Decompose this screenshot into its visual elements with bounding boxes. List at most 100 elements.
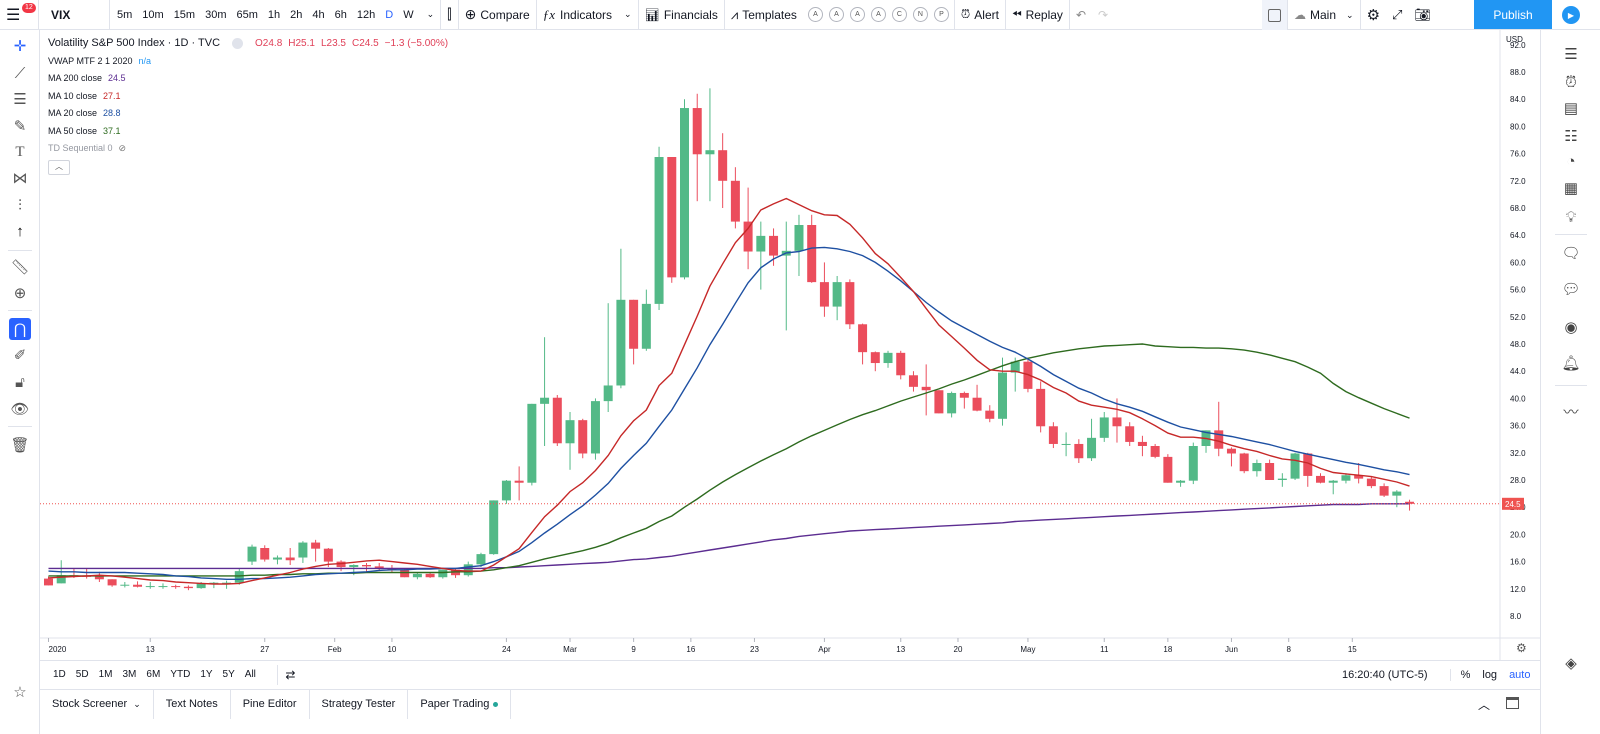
clock-icon[interactable]: ◔: [1566, 152, 1576, 170]
indicator-row[interactable]: MA 20 close 28.8: [48, 105, 448, 123]
interval-12h[interactable]: 12h: [356, 8, 376, 21]
trend-line-icon[interactable]: ⟋: [14, 64, 26, 82]
zoom-in-icon[interactable]: ⊕: [13, 285, 27, 302]
range-6m[interactable]: 6M: [146, 669, 161, 680]
indicators-button[interactable]: ƒx Indicators ⌄: [537, 0, 638, 30]
auto-toggle[interactable]: auto: [1509, 669, 1531, 681]
layout-selector[interactable]: ☁︎ Main ⌄: [1288, 0, 1360, 30]
interval-6h[interactable]: 6h: [334, 8, 347, 21]
redo-button[interactable]: ↷: [1092, 0, 1114, 30]
pencil-lock-icon[interactable]: ✐: [13, 347, 27, 364]
tab-pine-editor[interactable]: Pine Editor: [231, 689, 310, 719]
range-3m[interactable]: 3M: [122, 669, 137, 680]
arrow-up-icon[interactable]: ↑: [16, 222, 24, 240]
interval-30m[interactable]: 30m: [205, 8, 227, 21]
template-slot[interactable]: A: [849, 7, 865, 22]
brush-icon[interactable]: ✎: [13, 118, 27, 135]
collapse-panel-button[interactable]: ︿: [1478, 696, 1490, 713]
tab-paper-trading[interactable]: Paper Trading: [408, 689, 512, 719]
ruler-icon[interactable]: 📏︎: [10, 259, 30, 276]
undo-button[interactable]: ↶: [1070, 0, 1092, 30]
template-slot[interactable]: A: [828, 7, 844, 22]
interval-4h[interactable]: 4h: [312, 8, 325, 21]
fullscreen-layout-button[interactable]: [1262, 0, 1287, 30]
interval-10m[interactable]: 10m: [142, 8, 164, 21]
template-slot[interactable]: A: [870, 7, 886, 22]
template-slot[interactable]: N: [912, 7, 928, 22]
templates-button[interactable]: ⩘ Templates: [725, 0, 803, 30]
interval-1h[interactable]: 1h: [267, 8, 281, 21]
stream-icon[interactable]: ◉: [1564, 319, 1578, 336]
message-icon[interactable]: 💬︎: [1561, 281, 1581, 298]
indicator-row[interactable]: TD Sequential 0 ⊘: [48, 140, 448, 158]
interval-d[interactable]: D: [385, 8, 394, 21]
financials-button[interactable]: 📊︎ Financials: [639, 0, 724, 30]
indicator-row[interactable]: VWAP MTF 2 1 2020 n/a: [48, 53, 448, 71]
trend-icon[interactable]: 〰: [1563, 403, 1579, 421]
maximize-panel-button[interactable]: [1506, 697, 1519, 709]
interval-5m[interactable]: 5m: [117, 8, 133, 21]
interval-2h[interactable]: 2h: [290, 8, 303, 21]
chart-type-button[interactable]: ⫿: [441, 0, 457, 30]
clock-readout[interactable]: 16:20:40 (UTC-5): [1342, 669, 1428, 681]
fib-retracement-icon[interactable]: ☰: [13, 91, 27, 108]
pattern-icon[interactable]: ⋈: [12, 170, 28, 187]
range-1y[interactable]: 1Y: [200, 669, 213, 680]
indicator-row[interactable]: MA 10 close 27.1: [48, 88, 448, 106]
hotlist-icon[interactable]: ☷: [1564, 128, 1578, 145]
trash-icon[interactable]: 🗑︎: [10, 437, 30, 454]
log-toggle[interactable]: log: [1482, 669, 1498, 681]
publish-button[interactable]: Publish: [1474, 0, 1552, 29]
replay-button[interactable]: ⏪︎ Replay: [1006, 0, 1069, 30]
calendar-icon[interactable]: ▦: [1563, 180, 1579, 197]
percent-toggle[interactable]: %: [1449, 669, 1470, 681]
play-button[interactable]: ▶: [1556, 0, 1586, 30]
prediction-icon[interactable]: ⫶: [18, 196, 22, 214]
data-window-icon[interactable]: ▤: [1563, 100, 1579, 117]
interval-15m[interactable]: 15m: [173, 8, 196, 21]
go-to-date-button[interactable]: ⇄: [276, 664, 303, 685]
unlock-icon[interactable]: 🔓︎: [15, 373, 25, 391]
collapse-legend-button[interactable]: ︿: [48, 159, 70, 175]
crosshair-icon[interactable]: ✛: [13, 38, 27, 55]
interval-65m[interactable]: 65m: [236, 8, 258, 21]
settings-button[interactable]: ⚙︎: [1361, 0, 1386, 30]
layers-icon[interactable]: ◈: [1565, 655, 1577, 672]
symbol-search[interactable]: VIX: [39, 0, 109, 30]
range-1d[interactable]: 1D: [53, 669, 66, 680]
eye-off-icon[interactable]: ⊘: [118, 143, 127, 153]
indicator-row[interactable]: MA 200 close 24.5: [48, 70, 448, 88]
bell-icon[interactable]: 🔔︎: [1561, 355, 1581, 372]
alarm-icon[interactable]: ⏰︎: [1565, 73, 1577, 91]
interval-dropdown[interactable]: ⌄: [421, 0, 441, 30]
axis-settings-icon[interactable]: ⚙: [1516, 641, 1527, 655]
time-axis[interactable]: 2020 13 27 Feb 10 24 Mar 9 16 23 Apr 13 20 May 11 18 Jun…: [40, 637, 1540, 655]
interval-w[interactable]: W: [403, 8, 414, 21]
price-chart[interactable]: USD92.088.084.080.076.072.068.064.060.05…: [40, 30, 1540, 660]
lightbulb-icon[interactable]: 💡︎: [1565, 208, 1577, 226]
template-slot[interactable]: C: [891, 7, 907, 22]
tab-strategy-tester[interactable]: Strategy Tester: [310, 689, 409, 719]
range-5d[interactable]: 5D: [75, 669, 89, 680]
template-slot[interactable]: P: [933, 7, 949, 22]
template-slot[interactable]: A: [807, 7, 823, 22]
magnet-icon[interactable]: ⋂: [9, 318, 31, 340]
range-5y[interactable]: 5Y: [222, 669, 235, 680]
tab-text-notes[interactable]: Text Notes: [154, 689, 231, 719]
star-icon[interactable]: ☆: [13, 684, 27, 701]
chat-icon[interactable]: 🗨︎: [1561, 245, 1581, 262]
range-all[interactable]: All: [244, 669, 256, 680]
watchlist-icon[interactable]: ☰: [1564, 46, 1578, 63]
range-ytd[interactable]: YTD: [170, 669, 191, 680]
menu-button[interactable]: ☰ 12: [0, 0, 38, 30]
tab-stock-screener[interactable]: Stock Screener ⌄: [40, 689, 154, 719]
fullscreen-button[interactable]: ⤢: [1386, 0, 1408, 30]
compare-button[interactable]: ⊕ Compare: [459, 0, 536, 30]
range-1m[interactable]: 1M: [98, 669, 113, 680]
eye-icon[interactable]: 👁︎: [10, 401, 30, 418]
indicator-row[interactable]: MA 50 close 37.1: [48, 123, 448, 141]
snapshot-button[interactable]: 📷︎: [1408, 0, 1437, 30]
alert-button[interactable]: ⏰︎ Alert: [955, 0, 1005, 30]
text-tool-icon[interactable]: T: [15, 143, 25, 160]
